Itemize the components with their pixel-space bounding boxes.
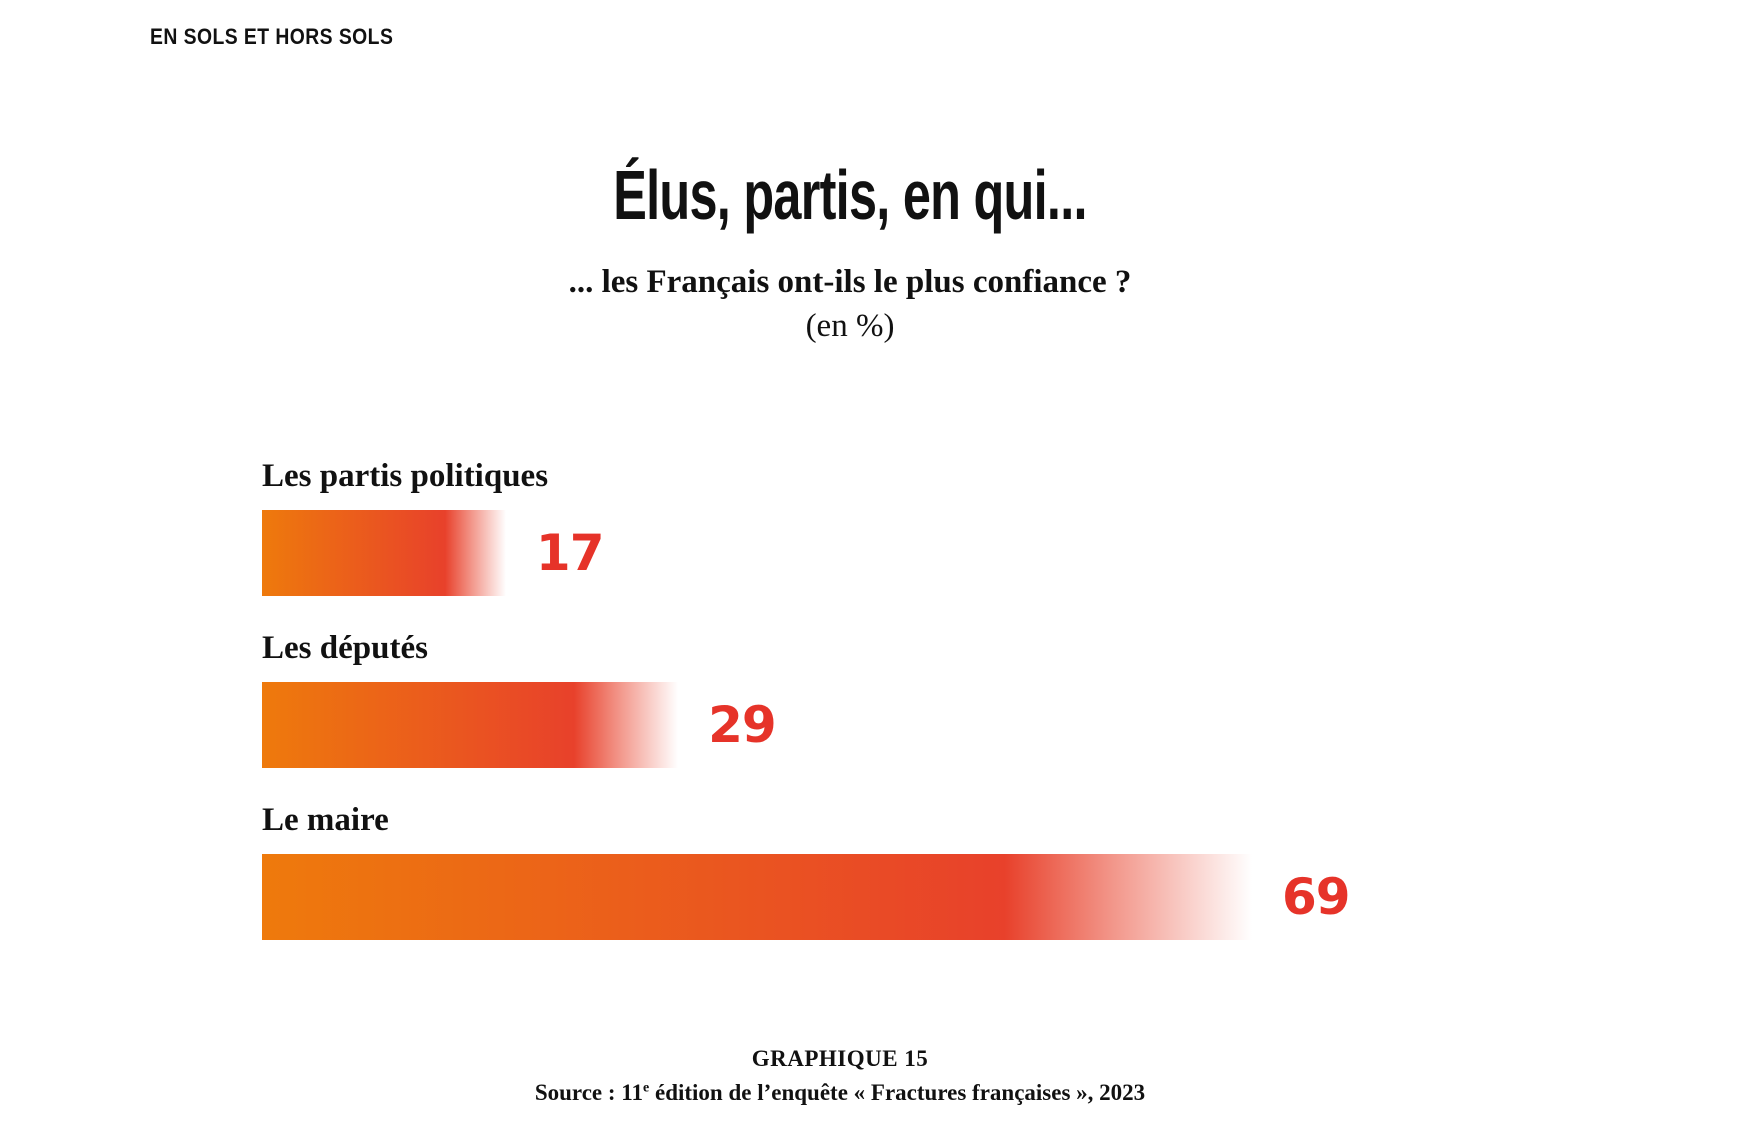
bar-value-label: 69 [1282,868,1351,926]
bar [262,854,1252,940]
bar [262,510,506,596]
bar-value-label: 29 [708,696,777,754]
bar-label: Les partis politiques [262,458,549,494]
source-prefix: Source : 11 [534,1080,644,1105]
source-sup: e [643,1080,650,1096]
bar-label: Le maire [262,802,389,838]
bar [262,682,679,768]
source-suffix: édition de l’enquête « Fractures françai… [649,1080,1146,1105]
chart-title: Élus, partis, en qui... [613,156,1087,234]
chart-unit: (en %) [805,308,895,344]
section-tag: EN SOLS ET HORS SOLS [150,24,394,49]
graph-number: GRAPHIQUE 15 [751,1046,929,1071]
source-note: Source : 11e édition de l’enquête « Frac… [0,1080,1680,1106]
chart-subtitle: ... les Français ont-ils le plus confian… [568,264,1132,300]
bar-value-label: 17 [535,524,605,582]
bar-label: Les députés [262,630,428,666]
